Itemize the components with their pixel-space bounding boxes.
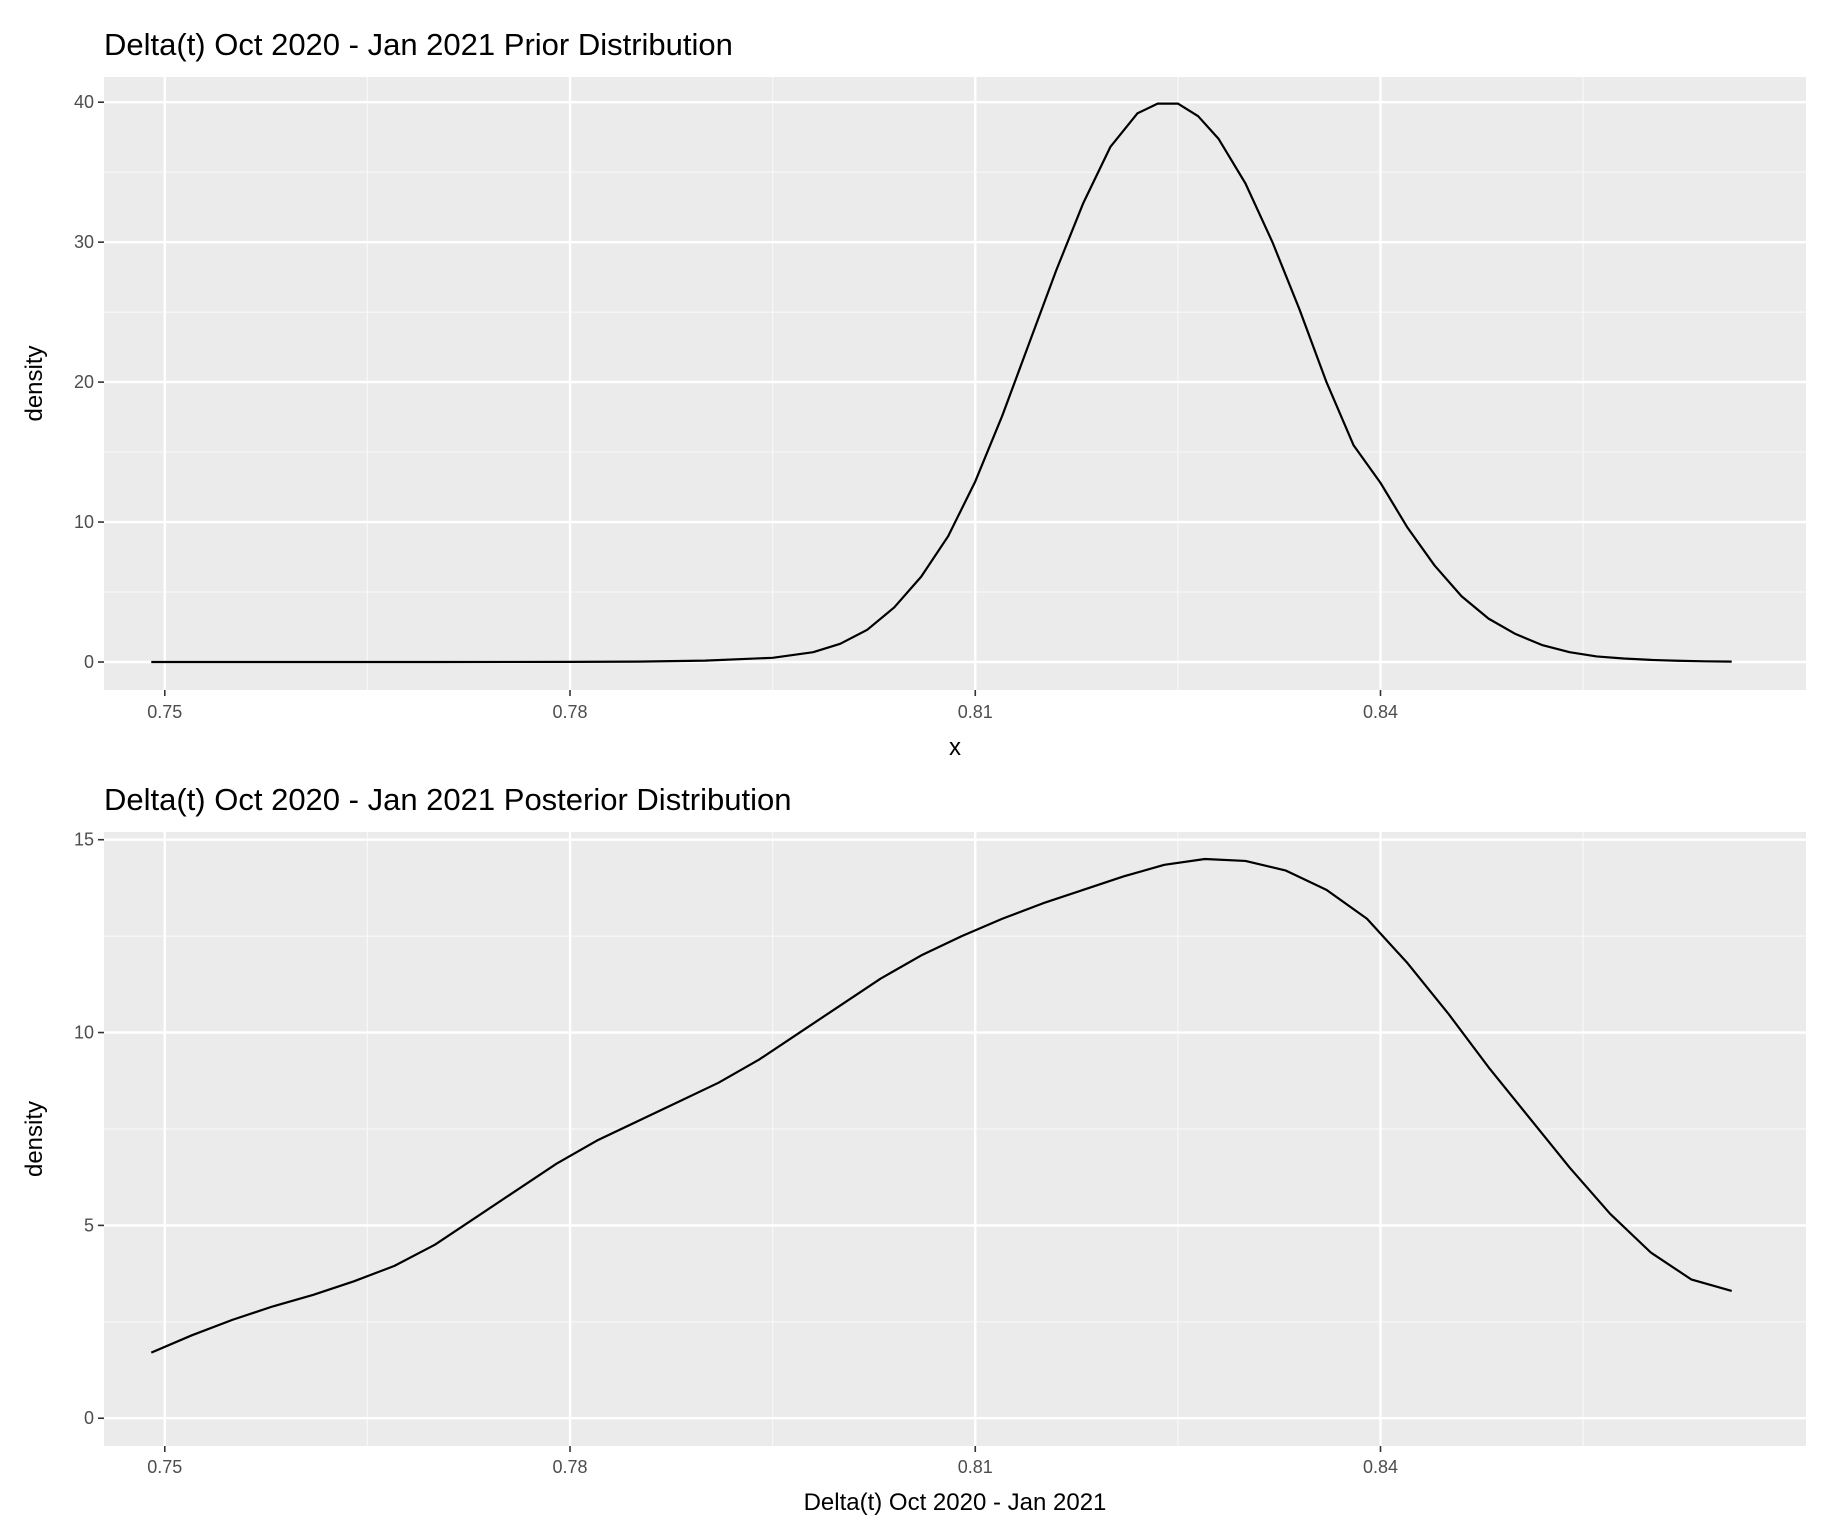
x-axis-label: Delta(t) Oct 2020 - Jan 2021 <box>804 1489 1107 1516</box>
y-tick-label: 15 <box>74 830 94 850</box>
chart-panel-2: 0.75 0.78 0.81 0.84 0 5 10 15 Delta(t) Oct 2020 … <box>21 782 1806 1516</box>
y-tick-label: 30 <box>74 232 94 252</box>
y-tick-label: 5 <box>84 1215 94 1235</box>
y-tick-label: 10 <box>74 1023 94 1043</box>
chart-title: Delta(t) Oct 2020 - Jan 2021 Posterior D… <box>104 782 791 817</box>
plot-background <box>104 832 1806 1446</box>
x-tick-label: 0.78 <box>553 1457 588 1477</box>
plot-background <box>104 77 1806 690</box>
y-axis-label: density <box>21 1101 48 1177</box>
y-tick-label: 10 <box>74 512 94 532</box>
y-tick-label: 0 <box>84 652 94 672</box>
x-tick-label: 0.81 <box>958 702 993 722</box>
y-tick-label: 0 <box>84 1408 94 1428</box>
x-tick-label: 0.81 <box>958 1457 993 1477</box>
chart-panel-1: 0.75 0.78 0.81 0.84 0 10 20 30 40 Delta(t) Oct 20… <box>21 27 1806 761</box>
y-axis-label: density <box>21 345 48 421</box>
x-tick-label: 0.75 <box>147 702 182 722</box>
x-tick-label: 0.78 <box>553 702 588 722</box>
x-tick-label: 0.84 <box>1363 1457 1398 1477</box>
x-axis-label: x <box>949 734 961 761</box>
density-line <box>150 857 1733 1354</box>
x-tick-label: 0.84 <box>1363 702 1398 722</box>
x-tick-label: 0.75 <box>147 1457 182 1477</box>
density-line <box>151 102 1732 664</box>
y-tick-label: 40 <box>74 92 94 112</box>
chart-title: Delta(t) Oct 2020 - Jan 2021 Prior Distr… <box>104 27 733 62</box>
y-tick-label: 20 <box>74 372 94 392</box>
